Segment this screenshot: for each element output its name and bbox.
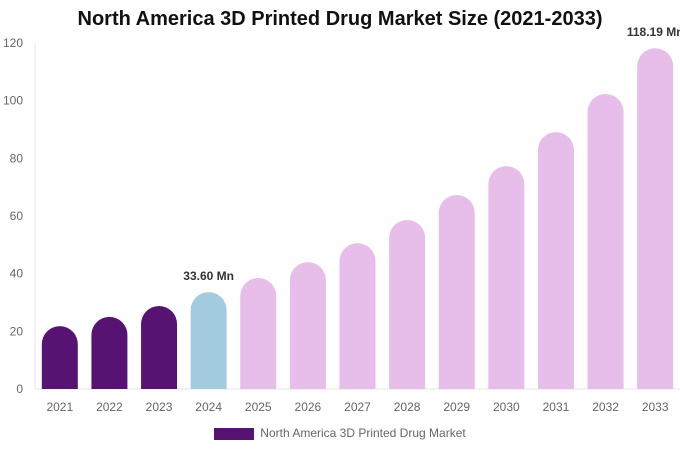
y-tick-label: 100 bbox=[3, 94, 23, 108]
y-tick-label: 20 bbox=[10, 324, 24, 338]
x-tick-label: 2024 bbox=[195, 400, 222, 414]
legend-label: North America 3D Printed Drug Market bbox=[260, 426, 466, 440]
x-tick-label: 2028 bbox=[394, 400, 421, 414]
bar-2027 bbox=[339, 243, 376, 389]
bar-2023 bbox=[141, 305, 178, 389]
bar-2024 bbox=[190, 292, 227, 389]
x-tick-label: 2023 bbox=[146, 400, 173, 414]
bar-2025 bbox=[240, 277, 277, 389]
data-label: 118.19 Mn bbox=[627, 25, 680, 39]
x-tick-label: 2021 bbox=[46, 400, 73, 414]
bar-chart: 0 20 40 60 80 100 120 2021 2022 2023 2024 33.60 Mn 2… bbox=[3, 25, 680, 414]
x-tick-label: 2025 bbox=[245, 400, 272, 414]
y-tick-label: 120 bbox=[3, 36, 23, 50]
bar-2032 bbox=[587, 94, 624, 389]
x-tick-label: 2030 bbox=[493, 400, 520, 414]
x-tick-label: 2022 bbox=[96, 400, 123, 414]
x-tick-label: 2029 bbox=[443, 400, 470, 414]
bar-2026 bbox=[289, 262, 326, 389]
legend: North America 3D Printed Drug Market bbox=[0, 426, 680, 440]
x-tick-label: 2031 bbox=[543, 400, 570, 414]
y-tick-label: 80 bbox=[10, 151, 24, 165]
legend-swatch bbox=[214, 427, 255, 440]
chart-title: North America 3D Printed Drug Market Siz… bbox=[77, 8, 603, 30]
bar-2030 bbox=[488, 166, 525, 389]
y-tick-label: 40 bbox=[10, 267, 24, 281]
bar-2028 bbox=[389, 220, 426, 389]
bar-2022 bbox=[91, 316, 128, 389]
x-tick-label: 2026 bbox=[295, 400, 322, 414]
y-tick-label: 0 bbox=[16, 382, 23, 396]
bar-2031 bbox=[537, 132, 574, 389]
y-tick-label: 60 bbox=[10, 209, 24, 223]
bar-2029 bbox=[438, 194, 475, 389]
data-label: 33.60 Mn bbox=[183, 269, 234, 283]
x-tick-label: 2027 bbox=[344, 400, 371, 414]
x-tick-label: 2032 bbox=[592, 400, 619, 414]
x-tick-label: 2033 bbox=[642, 400, 669, 414]
bar-2021 bbox=[41, 326, 78, 389]
bar-2033 bbox=[637, 48, 674, 389]
